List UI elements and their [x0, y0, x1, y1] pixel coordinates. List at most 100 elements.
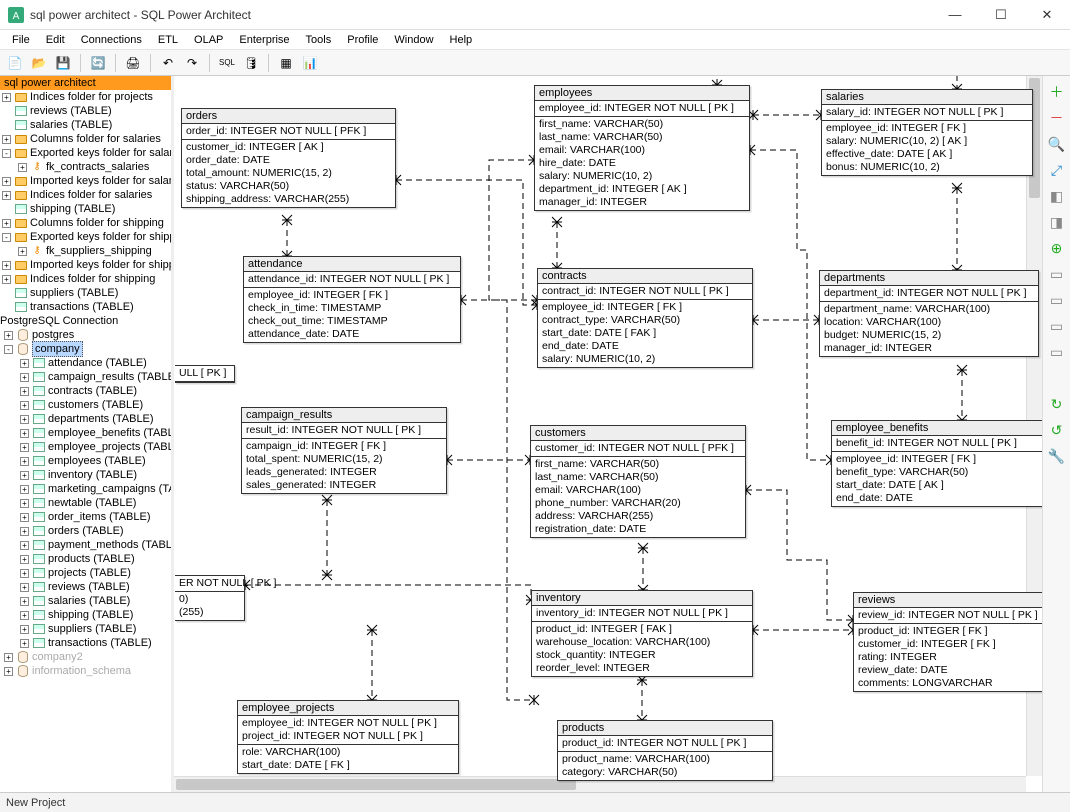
tree-row[interactable]: +Indices folder for salaries: [0, 188, 171, 202]
menu-tools[interactable]: Tools: [300, 32, 338, 48]
tool-e-icon[interactable]: ▭: [1047, 316, 1067, 336]
add-icon[interactable]: ⊕: [1047, 238, 1067, 258]
entity-customers[interactable]: customerscustomer_id: INTEGER NOT NULL […: [530, 425, 746, 538]
entity-orders[interactable]: ordersorder_id: INTEGER NOT NULL [ PFK ]…: [181, 108, 396, 208]
tree-row[interactable]: +information_schema: [0, 664, 171, 678]
twisty-icon[interactable]: +: [2, 177, 11, 186]
tree-row[interactable]: +employee_projects (TABLE): [0, 440, 171, 454]
tree-row[interactable]: +orders (TABLE): [0, 524, 171, 538]
tree-row[interactable]: +products (TABLE): [0, 552, 171, 566]
new-icon[interactable]: 📄: [4, 52, 26, 74]
twisty-icon[interactable]: +: [20, 429, 29, 438]
tree-row[interactable]: +Columns folder for salaries: [0, 132, 171, 146]
print-icon[interactable]: 🖨: [122, 52, 144, 74]
entity-partial_a[interactable]: ULL [ PK ]: [175, 365, 235, 383]
tree-row[interactable]: +departments (TABLE): [0, 412, 171, 426]
tree-row[interactable]: +order_items (TABLE): [0, 510, 171, 524]
tree-row[interactable]: +employees (TABLE): [0, 454, 171, 468]
close-button[interactable]: ✕: [1024, 0, 1070, 29]
refresh-icon[interactable]: 🔄: [87, 52, 109, 74]
twisty-icon[interactable]: +: [18, 247, 27, 256]
twisty-icon[interactable]: +: [2, 93, 11, 102]
undo-icon[interactable]: ↶: [157, 52, 179, 74]
tree-row[interactable]: +⚷fk_contracts_salaries: [0, 160, 171, 174]
tree-row[interactable]: +payment_methods (TABLE): [0, 538, 171, 552]
tree-row[interactable]: +shipping (TABLE): [0, 608, 171, 622]
tree-row[interactable]: salaries (TABLE): [0, 118, 171, 132]
tree-row[interactable]: +inventory (TABLE): [0, 468, 171, 482]
twisty-icon[interactable]: +: [20, 513, 29, 522]
tree-row[interactable]: +marketing_campaigns (TABLE): [0, 482, 171, 496]
entity-employees[interactable]: employeesemployee_id: INTEGER NOT NULL […: [534, 85, 750, 211]
tree-row[interactable]: +newtable (TABLE): [0, 496, 171, 510]
entity-campaign_results[interactable]: campaign_resultsresult_id: INTEGER NOT N…: [241, 407, 447, 494]
zoom-reset-icon[interactable]: ⤢: [1047, 160, 1067, 180]
menu-olap[interactable]: OLAP: [188, 32, 229, 48]
tree-row[interactable]: +Indices folder for shipping: [0, 272, 171, 286]
maximize-button[interactable]: ☐: [978, 0, 1024, 29]
wrench-icon[interactable]: 🔧: [1047, 446, 1067, 466]
twisty-icon[interactable]: [2, 121, 11, 130]
menu-edit[interactable]: Edit: [40, 32, 71, 48]
twisty-icon[interactable]: +: [20, 485, 29, 494]
twisty-icon[interactable]: +: [20, 569, 29, 578]
twisty-icon[interactable]: +: [2, 261, 11, 270]
twisty-icon[interactable]: +: [20, 359, 29, 368]
entity-products[interactable]: productsproduct_id: INTEGER NOT NULL [ P…: [557, 720, 773, 781]
entity-inventory[interactable]: inventoryinventory_id: INTEGER NOT NULL …: [531, 590, 753, 677]
tree-row[interactable]: +postgres: [0, 328, 171, 342]
twisty-icon[interactable]: +: [4, 331, 13, 340]
twisty-icon[interactable]: +: [20, 583, 29, 592]
twisty-icon[interactable]: [2, 205, 11, 214]
save-icon[interactable]: 💾: [52, 52, 74, 74]
diagram-canvas[interactable]: ordersorder_id: INTEGER NOT NULL [ PFK ]…: [174, 76, 1042, 792]
tree-row[interactable]: +customers (TABLE): [0, 398, 171, 412]
tree-row[interactable]: -Exported keys folder for shipping: [0, 230, 171, 244]
tree-row[interactable]: +Columns folder for shipping: [0, 216, 171, 230]
twisty-icon[interactable]: +: [20, 625, 29, 634]
entity-employee_projects[interactable]: employee_projectsemployee_id: INTEGER NO…: [237, 700, 459, 774]
open-icon[interactable]: 📂: [28, 52, 50, 74]
twisty-icon[interactable]: +: [4, 667, 13, 676]
entity-contracts[interactable]: contractscontract_id: INTEGER NOT NULL […: [537, 268, 753, 368]
tree-row[interactable]: +Imported keys folder for shipping: [0, 258, 171, 272]
menu-connections[interactable]: Connections: [75, 32, 148, 48]
entity-attendance[interactable]: attendanceattendance_id: INTEGER NOT NUL…: [243, 256, 461, 343]
twisty-icon[interactable]: [2, 107, 11, 116]
twisty-icon[interactable]: [2, 289, 11, 298]
twisty-icon[interactable]: +: [20, 387, 29, 396]
twisty-icon[interactable]: +: [20, 443, 29, 452]
tree-row[interactable]: transactions (TABLE): [0, 300, 171, 314]
twisty-icon[interactable]: +: [20, 597, 29, 606]
twisty-icon[interactable]: +: [20, 527, 29, 536]
tree-row[interactable]: reviews (TABLE): [0, 104, 171, 118]
entity-reviews[interactable]: reviewsreview_id: INTEGER NOT NULL [ PK …: [853, 592, 1042, 692]
menu-profile[interactable]: Profile: [341, 32, 384, 48]
sql-icon[interactable]: SQL: [216, 52, 238, 74]
tree-row[interactable]: +contracts (TABLE): [0, 384, 171, 398]
zoom-in-icon[interactable]: ＋: [1047, 82, 1067, 102]
tree-row[interactable]: -Exported keys folder for salaries: [0, 146, 171, 160]
twisty-icon[interactable]: +: [20, 499, 29, 508]
twisty-icon[interactable]: +: [20, 471, 29, 480]
object-tree[interactable]: +Indices folder for projectsreviews (TAB…: [0, 90, 171, 792]
zoom-fit-icon[interactable]: 🔍: [1047, 134, 1067, 154]
twisty-icon[interactable]: +: [18, 163, 27, 172]
twisty-icon[interactable]: +: [20, 401, 29, 410]
twisty-icon[interactable]: +: [20, 373, 29, 382]
twisty-icon[interactable]: [2, 303, 11, 312]
tree-row[interactable]: +suppliers (TABLE): [0, 622, 171, 636]
tree-row[interactable]: +attendance (TABLE): [0, 356, 171, 370]
menu-enterprise[interactable]: Enterprise: [233, 32, 295, 48]
run-b-icon[interactable]: ↺: [1047, 420, 1067, 440]
menu-file[interactable]: File: [6, 32, 36, 48]
twisty-icon[interactable]: +: [2, 135, 11, 144]
tool-f-icon[interactable]: ▭: [1047, 342, 1067, 362]
twisty-icon[interactable]: +: [20, 639, 29, 648]
tree-row[interactable]: +campaign_results (TABLE): [0, 370, 171, 384]
tree-row[interactable]: +salaries (TABLE): [0, 594, 171, 608]
tree-row[interactable]: shipping (TABLE): [0, 202, 171, 216]
twisty-icon[interactable]: -: [2, 149, 11, 158]
minimize-button[interactable]: —: [932, 0, 978, 29]
twisty-icon[interactable]: +: [2, 219, 11, 228]
